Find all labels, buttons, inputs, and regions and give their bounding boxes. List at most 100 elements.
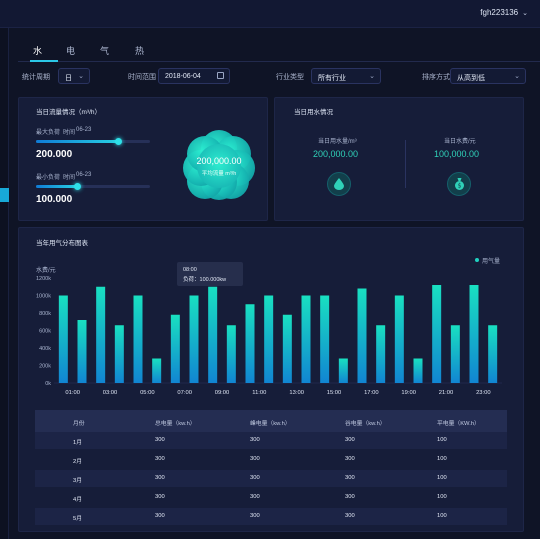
table-cell: 4月: [73, 497, 83, 503]
x-tick-label: 19:00: [401, 390, 416, 396]
min-load-fill: [36, 185, 78, 188]
y-tick-label: 0k: [45, 381, 51, 387]
chart-bar[interactable]: [469, 285, 479, 383]
tab-heat[interactable]: 热: [135, 46, 145, 56]
chart-bar[interactable]: [376, 325, 386, 383]
table-row: 5月 300 300 300 100: [35, 508, 507, 525]
x-tick-label: 17:00: [364, 390, 379, 396]
y-tick-label: 1000k: [36, 294, 51, 300]
table-cell: 300: [155, 437, 165, 443]
chart-bar[interactable]: [133, 295, 143, 384]
usage-divider: [405, 140, 406, 188]
chart-bar[interactable]: [96, 286, 106, 383]
chart-bar[interactable]: [208, 286, 218, 383]
table-cell: 300: [250, 513, 260, 519]
user-menu[interactable]: fgh223136 ⌄: [480, 8, 528, 17]
table-cell: 300: [345, 456, 355, 462]
top-bar: [0, 0, 540, 28]
chart-bar[interactable]: [226, 325, 236, 383]
chevron-down-icon: ⌄: [369, 73, 375, 80]
chart-bar[interactable]: [282, 314, 292, 383]
calendar-icon: [217, 72, 224, 79]
tab-electricity[interactable]: 电: [66, 46, 76, 56]
table-cell: 100: [437, 456, 447, 462]
industry-select[interactable]: 所有行业 ⌄: [311, 68, 381, 84]
period-select[interactable]: 日 ⌄: [58, 68, 90, 84]
chart-bar[interactable]: [488, 325, 498, 383]
tooltip-time: 08:00: [183, 267, 197, 273]
chart-bar[interactable]: [394, 295, 404, 384]
chart-bar[interactable]: [152, 358, 162, 384]
tooltip-label: 负荷：: [183, 277, 200, 283]
table-header: 月份 总电量（kw.h） 峰电量（kw.h） 谷电量（kw.h） 平电量（KW.h）: [35, 410, 507, 432]
table-cell: 2月: [73, 459, 83, 465]
y-tick-label: 600k: [39, 329, 51, 335]
table-cell: 1月: [73, 440, 83, 446]
rail-active-indicator[interactable]: [0, 188, 9, 202]
energy-table: 月份 总电量（kw.h） 峰电量（kw.h） 谷电量（kw.h） 平电量（KW.h） 1月…: [35, 410, 507, 529]
time-range-label: 时间范围: [128, 74, 156, 81]
min-time: 06-23: [76, 172, 92, 178]
chart-bar[interactable]: [320, 295, 330, 384]
chart-bar[interactable]: [301, 295, 311, 384]
chart-bar[interactable]: [189, 295, 199, 384]
table-cell: 100: [437, 494, 447, 500]
table-cell: 300: [345, 475, 355, 481]
x-tick-label: 15:00: [327, 390, 342, 396]
water-amount-label: 当日用水量/m³: [318, 139, 357, 145]
chart-bar[interactable]: [264, 295, 274, 384]
max-time: 06-23: [76, 127, 92, 133]
min-time-label: 时间: [63, 175, 76, 181]
money-bag-icon: $: [447, 172, 471, 196]
table-header-cell: 峰电量（kw.h）: [250, 421, 291, 427]
tab-water[interactable]: 水: [33, 46, 43, 56]
x-tick-label: 03:00: [103, 390, 118, 396]
date-picker[interactable]: 2018-06-04: [158, 68, 230, 84]
period-value: 日: [65, 75, 72, 82]
chart-bar[interactable]: [357, 288, 367, 384]
tooltip-value: 100.000kw: [199, 277, 227, 283]
chart-bar[interactable]: [413, 358, 423, 384]
chart-bar[interactable]: [338, 358, 348, 384]
chart-bar[interactable]: [450, 325, 460, 383]
chart-bar[interactable]: [432, 285, 442, 383]
table-cell: 300: [250, 456, 260, 462]
table-header-cell: 总电量（kw.h）: [155, 421, 196, 427]
chart-bar[interactable]: [245, 304, 255, 383]
legend-marker: [475, 258, 479, 262]
chart-bar[interactable]: [170, 314, 180, 383]
water-fee-value: 100,000.00: [434, 149, 480, 159]
y-tick-label: 800k: [39, 311, 51, 317]
table-cell: 100: [437, 437, 447, 443]
chart-bar[interactable]: [77, 320, 87, 383]
chart-bar[interactable]: [114, 325, 124, 383]
usage-panel-title: 当日用水情况: [294, 109, 333, 116]
x-tick-label: 23:00: [476, 390, 491, 396]
x-tick-label: 07:00: [177, 390, 192, 396]
tab-bar: 水 电 气 热: [18, 40, 540, 62]
industry-label: 行业类型: [276, 74, 304, 81]
chevron-down-icon: ⌄: [522, 9, 528, 17]
chart-bar[interactable]: [58, 295, 68, 384]
y-axis-unit: 水费/元: [36, 268, 56, 274]
tab-gas[interactable]: 气: [100, 46, 110, 56]
table-header-cell: 谷电量（kw.h）: [345, 421, 386, 427]
table-header-cell: 平电量（KW.h）: [437, 421, 480, 427]
table-cell: 300: [345, 437, 355, 443]
filter-bar: 统计周期 日 ⌄ 时间范围 2018-06-04 行业类型 所有行业 ⌄ 排序方…: [18, 68, 540, 86]
table-cell: 300: [155, 494, 165, 500]
table-cell: 300: [155, 513, 165, 519]
table-row: 3月 300 300 300 100: [35, 470, 507, 487]
table-cell: 300: [345, 494, 355, 500]
average-flow-label: 平均流量 m³/h: [201, 171, 237, 177]
chevron-down-icon: ⌄: [514, 73, 520, 80]
chevron-down-icon: ⌄: [78, 73, 84, 80]
sort-select[interactable]: 从高到低 ⌄: [450, 68, 526, 84]
table-cell: 100: [437, 475, 447, 481]
max-load-label: 最大负荷: [36, 130, 61, 136]
water-fee-label: 当日水费/元: [444, 139, 476, 145]
username: fgh223136: [480, 8, 519, 17]
x-tick-label: 11:00: [252, 390, 266, 396]
x-tick-label: 13:00: [289, 390, 304, 396]
table-row: 2月 300 300 300 100: [35, 451, 507, 468]
